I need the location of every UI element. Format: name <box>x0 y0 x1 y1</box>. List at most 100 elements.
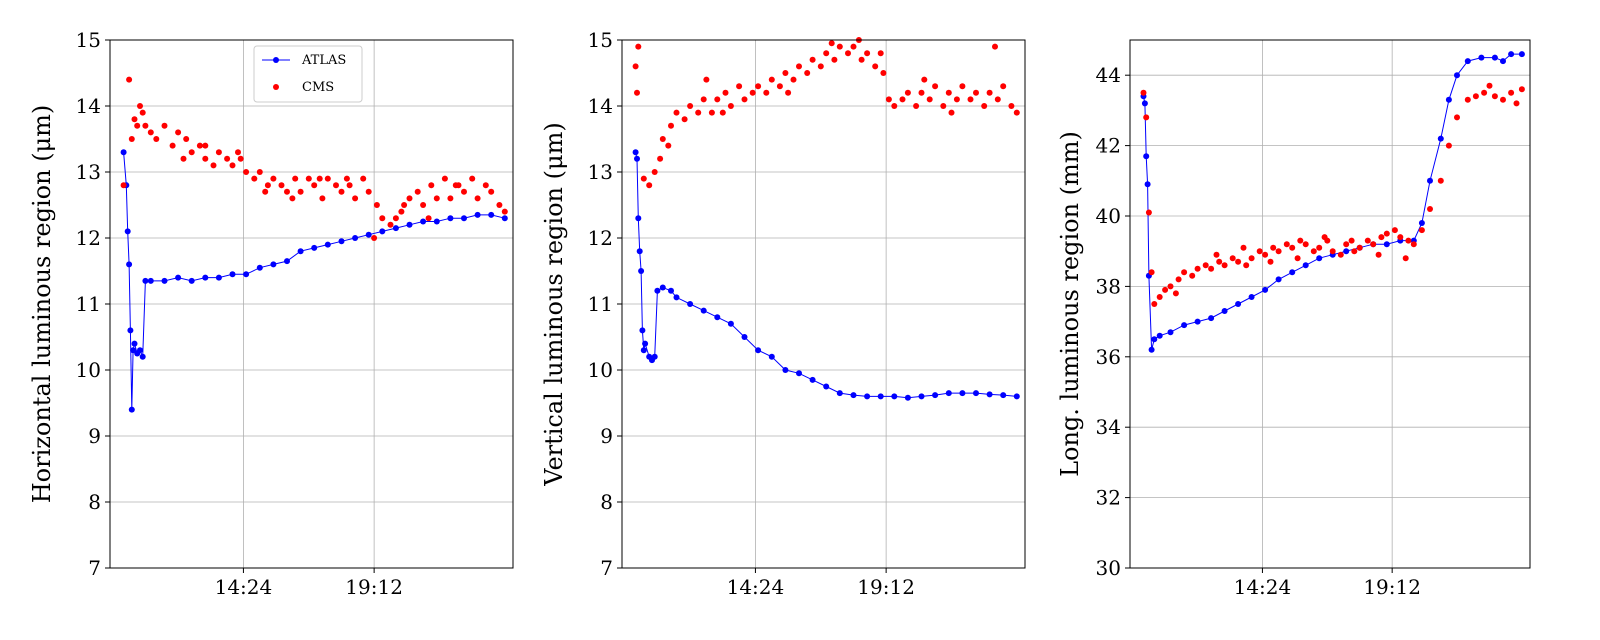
data-point-cms <box>992 43 998 50</box>
data-point-cms <box>809 56 816 63</box>
data-point-atlas <box>270 261 277 268</box>
data-point-cms <box>134 122 141 129</box>
data-point-atlas <box>918 393 925 400</box>
data-point-atlas <box>1208 315 1215 322</box>
data-point-cms <box>1364 237 1371 244</box>
data-point-cms <box>763 89 770 96</box>
data-point-atlas <box>1151 336 1158 343</box>
data-point-cms <box>1221 262 1228 269</box>
data-point-cms <box>371 235 378 241</box>
y-tick-label: 11 <box>588 292 613 316</box>
data-point-cms <box>1356 244 1363 251</box>
data-point-atlas <box>1445 96 1452 103</box>
data-point-atlas <box>1508 51 1515 58</box>
data-point-atlas <box>809 376 816 383</box>
data-point-atlas <box>636 248 643 255</box>
data-point-cms <box>1140 89 1147 96</box>
data-point-atlas <box>1235 301 1242 307</box>
data-point-cms <box>387 221 394 228</box>
y-tick-label: 30 <box>1096 556 1121 580</box>
y-tick-label: 7 <box>600 556 613 580</box>
marks-longitudinal <box>1140 51 1525 353</box>
data-point-atlas <box>1464 58 1471 65</box>
series-atlas <box>632 149 1020 401</box>
data-point-cms <box>139 109 146 116</box>
data-point-atlas <box>488 211 495 218</box>
data-point-cms <box>948 109 955 116</box>
data-point-cms <box>1267 258 1274 265</box>
data-point-cms <box>1294 255 1301 262</box>
data-point-atlas <box>243 271 250 278</box>
data-point-atlas <box>127 327 134 334</box>
data-point-cms <box>196 142 203 149</box>
data-point-atlas <box>392 225 399 232</box>
data-point-cms <box>311 182 318 189</box>
x-tick-label: 19:12 <box>345 575 403 599</box>
y-tick-label: 32 <box>1096 486 1121 510</box>
data-point-cms <box>872 63 879 70</box>
data-point-cms <box>790 76 797 83</box>
data-point-atlas <box>1248 294 1255 300</box>
data-point-cms <box>1375 251 1382 258</box>
data-point-cms <box>406 195 413 202</box>
data-point-atlas <box>1478 54 1485 61</box>
legend-atlas-label: ATLAS <box>301 53 346 68</box>
data-point-atlas <box>727 320 734 327</box>
data-point-cms <box>858 56 865 63</box>
data-point-cms <box>727 103 734 109</box>
y-tick-label: 10 <box>588 358 613 382</box>
data-point-atlas <box>1262 286 1269 293</box>
data-point-cms <box>1262 251 1269 258</box>
data-point-cms <box>224 155 231 162</box>
data-point-atlas <box>406 221 413 228</box>
data-point-cms <box>994 96 1001 103</box>
data-point-cms <box>918 89 925 96</box>
data-point-cms <box>1343 241 1350 248</box>
data-point-cms <box>210 162 217 169</box>
data-point-atlas <box>474 211 481 218</box>
data-point-atlas <box>284 258 290 265</box>
data-point-atlas <box>1383 241 1390 248</box>
data-point-cms <box>482 182 489 189</box>
series-line-atlas <box>635 152 1017 399</box>
data-point-cms <box>926 96 933 103</box>
data-point-cms <box>1208 265 1215 272</box>
data-point-cms <box>324 175 331 182</box>
data-point-cms <box>850 43 857 50</box>
data-point-cms <box>632 63 639 70</box>
data-point-cms <box>657 155 664 162</box>
data-point-atlas <box>1221 308 1228 314</box>
legend-cms-label: CMS <box>302 80 334 95</box>
data-point-atlas <box>932 392 939 399</box>
y-tick-label: 11 <box>76 292 101 316</box>
data-point-cms <box>785 89 792 96</box>
data-point-atlas <box>823 383 830 390</box>
data-point-cms <box>461 188 467 195</box>
panel-longitudinal: 30 32 34 36 38 40 42 44 14:24 19:12 Long. lumino… <box>1056 39 1531 599</box>
data-point-cms <box>749 89 756 96</box>
data-point-cms <box>736 83 743 90</box>
series-atlas <box>120 149 508 413</box>
data-point-cms <box>496 202 503 208</box>
data-point-atlas <box>379 228 386 235</box>
data-point-cms <box>986 89 993 96</box>
data-point-cms <box>1256 248 1263 255</box>
data-point-cms <box>319 195 326 202</box>
series-atlas <box>1140 51 1525 353</box>
data-point-atlas <box>1518 51 1525 58</box>
data-point-atlas <box>904 394 911 401</box>
data-point-cms <box>1216 258 1223 265</box>
data-point-cms <box>681 116 688 123</box>
data-point-cms <box>741 96 748 103</box>
data-point-atlas <box>215 274 222 281</box>
data-point-atlas <box>714 314 721 321</box>
data-point-atlas <box>130 347 137 354</box>
data-point-atlas <box>1316 255 1323 262</box>
x-tick-label: 14:24 <box>215 575 273 599</box>
data-point-atlas <box>139 353 146 360</box>
data-point-cms <box>289 195 296 202</box>
data-point-cms <box>333 182 339 189</box>
data-point-cms <box>703 76 710 83</box>
marks-horizontal <box>120 76 508 413</box>
